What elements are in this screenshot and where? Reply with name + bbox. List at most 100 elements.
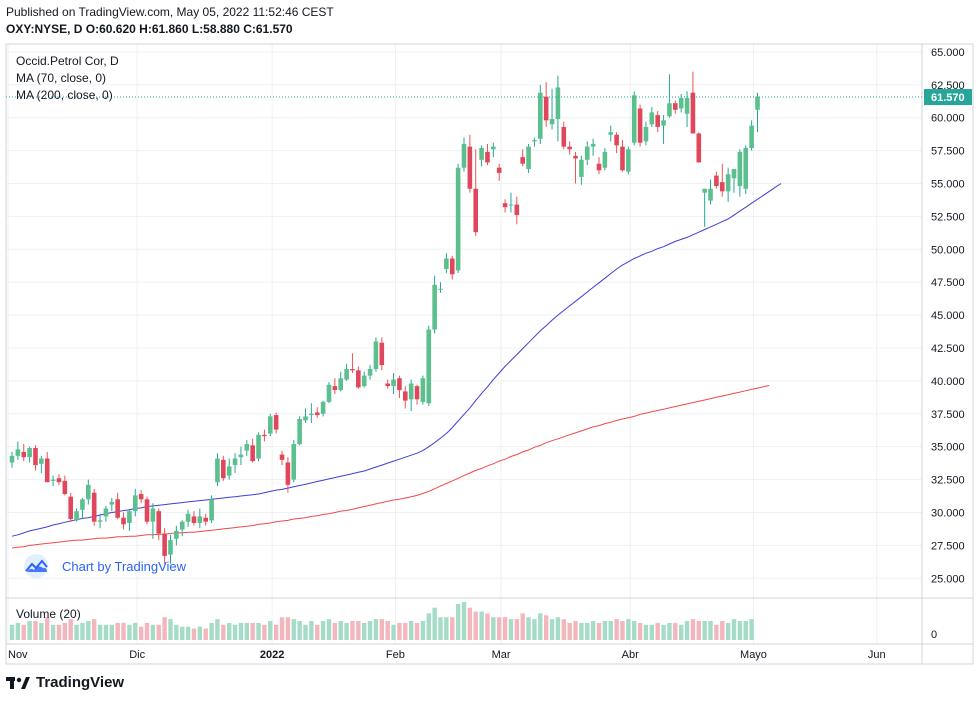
candle-body	[473, 188, 479, 233]
candle-body	[661, 120, 666, 126]
candle-body	[526, 146, 531, 170]
volume-bar	[673, 622, 678, 640]
volume-bar	[555, 617, 561, 640]
candle-body	[667, 103, 672, 117]
y-tick-label: 65.000	[931, 47, 965, 59]
volume-bar	[86, 621, 91, 640]
candle-body	[614, 134, 619, 146]
candle-body	[496, 167, 502, 173]
volume-bar	[180, 626, 185, 640]
candle-body	[596, 163, 602, 171]
volume-bar	[268, 621, 273, 640]
candle-body	[532, 140, 537, 142]
volume-bar	[561, 619, 566, 640]
volume-bar	[590, 621, 596, 640]
candle-body	[637, 108, 643, 143]
candle-body	[27, 447, 32, 458]
y-tick-label: 60.000	[931, 113, 965, 125]
candle-body	[86, 484, 91, 500]
candle-body	[326, 384, 332, 402]
candle-body	[737, 151, 743, 187]
volume-bar	[725, 622, 731, 640]
candle-body	[385, 383, 390, 387]
volume-bar	[56, 624, 62, 640]
y-tick-label: 52.500	[931, 211, 965, 223]
x-tick-label: Mayo	[740, 649, 767, 661]
candle-body	[185, 513, 191, 522]
volume-bar	[109, 624, 114, 640]
volume-bar	[403, 622, 408, 640]
candle-body	[649, 112, 655, 125]
candle-body	[56, 478, 62, 483]
volume-bar	[579, 622, 584, 640]
y-tick-label: 35.000	[931, 442, 965, 454]
volume-bar	[315, 624, 320, 640]
badge-text: Chart by TradingView	[62, 558, 187, 574]
tradingview-badge[interactable]: Chart by TradingView	[20, 553, 186, 579]
candle-body	[174, 530, 179, 539]
x-tick-label: Jun	[868, 649, 886, 661]
candle-body	[97, 520, 103, 522]
volume-bar	[420, 621, 426, 640]
volume-bar	[356, 621, 361, 640]
volume-bar	[502, 617, 508, 640]
candle-body	[80, 499, 85, 510]
candle-body	[538, 92, 543, 139]
volume-bar	[491, 617, 496, 640]
volume-bar	[279, 617, 285, 640]
last-price-label: 61.570	[931, 92, 965, 104]
volume-bar	[520, 613, 525, 640]
candle-body	[267, 416, 273, 434]
candle-body	[367, 369, 373, 376]
candle-body	[725, 174, 731, 192]
footer-brand[interactable]: TradingView	[6, 674, 124, 691]
candle-body	[21, 451, 27, 458]
candle-body	[179, 521, 185, 530]
candle-body	[39, 458, 44, 464]
volume-bar	[162, 617, 167, 640]
volume-bar	[185, 626, 191, 640]
volume-bar	[256, 622, 261, 640]
volume-bar	[373, 619, 379, 640]
axes: 65.000 62.500 60.000 57.500 55.000 52.500 50.0…	[5, 43, 974, 665]
legend-title: Occid.Petrol Cor, D	[16, 54, 119, 68]
volume-bars	[9, 602, 754, 640]
candle-body	[168, 540, 173, 555]
volume-bar	[156, 624, 161, 640]
volume-bar	[62, 622, 68, 640]
candle-body	[138, 494, 144, 500]
volume-bar	[103, 624, 109, 640]
candle-body	[491, 146, 496, 150]
candle-body	[626, 149, 631, 172]
candle-body	[620, 146, 625, 171]
candle-body	[438, 288, 443, 290]
candle-body	[156, 511, 162, 534]
y-tick-label: 40.000	[931, 376, 965, 388]
candle-body	[543, 96, 549, 121]
volume-bar	[573, 621, 578, 640]
candle-body	[256, 434, 261, 459]
candle-body	[262, 434, 267, 437]
candle-body	[15, 449, 21, 456]
volume-bar	[320, 621, 326, 640]
candle-body	[314, 412, 320, 416]
candle-body	[373, 341, 379, 370]
candle-body	[561, 126, 567, 147]
y-tick-label: 50.000	[931, 244, 965, 256]
x-tick-label: 2022	[260, 649, 284, 661]
candle-body	[9, 455, 15, 463]
candle-body	[303, 416, 308, 421]
candle-body	[215, 458, 220, 483]
candle-body	[414, 386, 420, 400]
volume-bar	[620, 621, 625, 640]
volume-bar	[9, 624, 15, 640]
candle-body	[444, 258, 449, 270]
volume-bar	[138, 626, 144, 640]
candle-body	[344, 369, 349, 380]
volume-bar	[215, 619, 220, 640]
candle-body	[238, 454, 244, 458]
volume-bar	[379, 619, 385, 640]
candle-body	[221, 459, 226, 479]
volume-bar	[80, 622, 85, 640]
